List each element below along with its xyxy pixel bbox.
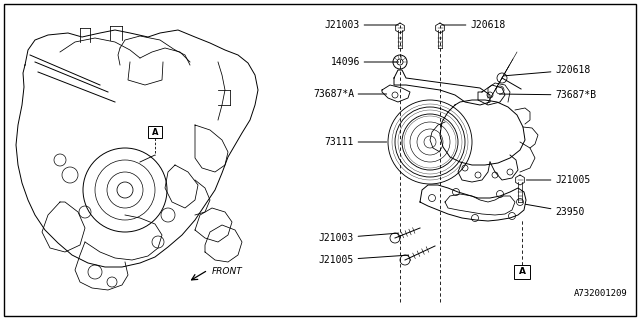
Text: A: A — [518, 268, 525, 276]
Text: J21005: J21005 — [319, 255, 408, 265]
Text: FRONT: FRONT — [212, 268, 243, 276]
Text: A: A — [152, 127, 158, 137]
Text: J20618: J20618 — [504, 65, 590, 76]
Text: J20618: J20618 — [442, 20, 505, 30]
Text: 14096: 14096 — [331, 57, 399, 67]
Text: J21005: J21005 — [526, 175, 590, 185]
Bar — [148, 126, 162, 138]
Bar — [514, 265, 530, 279]
Text: 73687*B: 73687*B — [499, 90, 596, 100]
Text: 73111: 73111 — [324, 137, 387, 147]
Text: 23950: 23950 — [525, 204, 584, 217]
Text: 73687*A: 73687*A — [313, 89, 387, 99]
Text: A732001209: A732001209 — [574, 289, 628, 298]
Text: J21003: J21003 — [324, 20, 399, 30]
Text: J21003: J21003 — [319, 233, 399, 243]
